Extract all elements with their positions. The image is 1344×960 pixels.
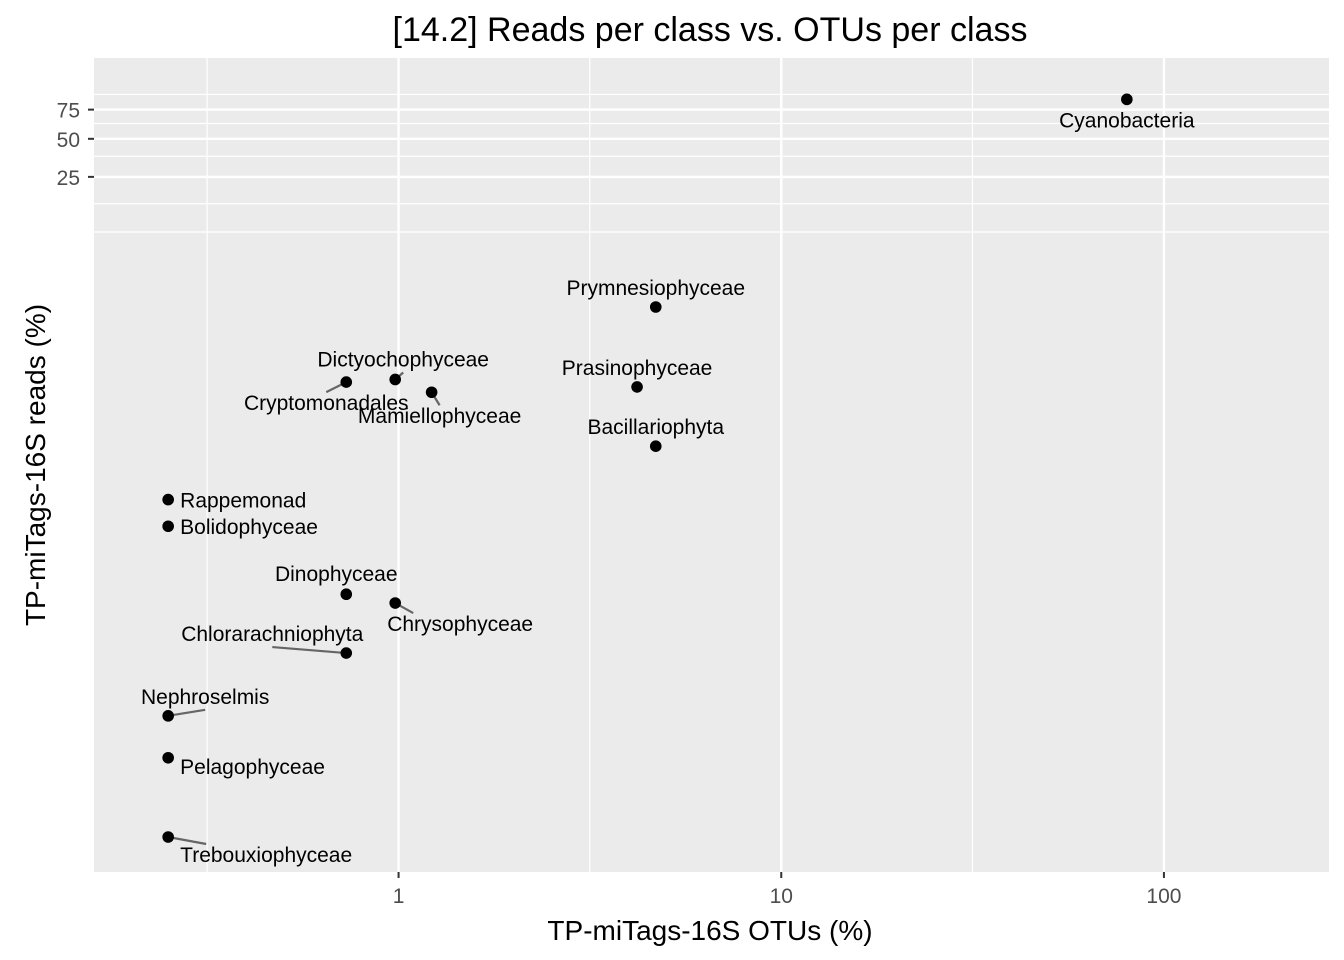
y-tick-label: 25 bbox=[57, 167, 80, 190]
data-point bbox=[389, 373, 402, 386]
y-tick-label: 50 bbox=[57, 129, 80, 152]
point-label: Rappemonad bbox=[180, 490, 306, 513]
point-label: Trebouxiophyceae bbox=[180, 844, 352, 867]
data-point bbox=[340, 588, 353, 601]
y-axis-title: TP-miTags-16S reads (%) bbox=[20, 304, 51, 626]
data-point bbox=[1121, 93, 1133, 106]
data-point bbox=[162, 520, 174, 533]
point-label: Pelagophyceae bbox=[180, 756, 325, 779]
data-point bbox=[162, 710, 174, 722]
data-point bbox=[389, 597, 402, 609]
point-label: Bolidophyceae bbox=[180, 516, 318, 539]
chart-title: [14.2] Reads per class vs. OTUs per clas… bbox=[393, 11, 1028, 49]
point-label: Prasinophyceae bbox=[562, 357, 713, 380]
data-point bbox=[649, 440, 662, 453]
plot-panel bbox=[94, 58, 1329, 872]
label-connector bbox=[167, 708, 206, 717]
data-point bbox=[425, 386, 438, 399]
data-point bbox=[649, 301, 662, 313]
x-tick-label: 10 bbox=[770, 885, 793, 908]
label-connector bbox=[272, 645, 347, 655]
grid-lines bbox=[94, 58, 1329, 872]
y-tick-label: 75 bbox=[57, 100, 80, 123]
point-label: Mamiellophyceae bbox=[358, 405, 521, 428]
data-point bbox=[162, 831, 174, 843]
point-label: Dictyochophyceae bbox=[317, 348, 489, 371]
data-point bbox=[162, 493, 174, 506]
data-point bbox=[162, 751, 174, 764]
point-label: Prymnesiophyceae bbox=[566, 277, 745, 300]
point-label: Nephroselmis bbox=[141, 686, 269, 709]
point-label: Chrysophyceae bbox=[387, 613, 533, 636]
data-point bbox=[340, 647, 353, 659]
point-label: Cyanobacteria bbox=[1059, 109, 1195, 132]
axes: 1 10 100 25 50 75 bbox=[57, 100, 1182, 908]
x-axis-title: TP-miTags-16S OTUs (%) bbox=[547, 915, 872, 946]
point-label: Dinophyceae bbox=[275, 563, 398, 586]
data-points bbox=[162, 93, 1133, 843]
data-point bbox=[340, 376, 353, 388]
point-label: Bacillariophyta bbox=[587, 416, 724, 439]
data-point bbox=[631, 381, 643, 393]
point-labels: Cyanobacteria Prymnesiophyceae Dictyochoph… bbox=[141, 109, 1195, 867]
x-tick-label: 100 bbox=[1146, 885, 1181, 908]
point-label: Chlorarachniophyta bbox=[181, 623, 363, 646]
point-label: Cryptomonadales bbox=[244, 392, 409, 415]
label-connector bbox=[167, 835, 207, 846]
x-tick-label: 1 bbox=[393, 885, 405, 908]
